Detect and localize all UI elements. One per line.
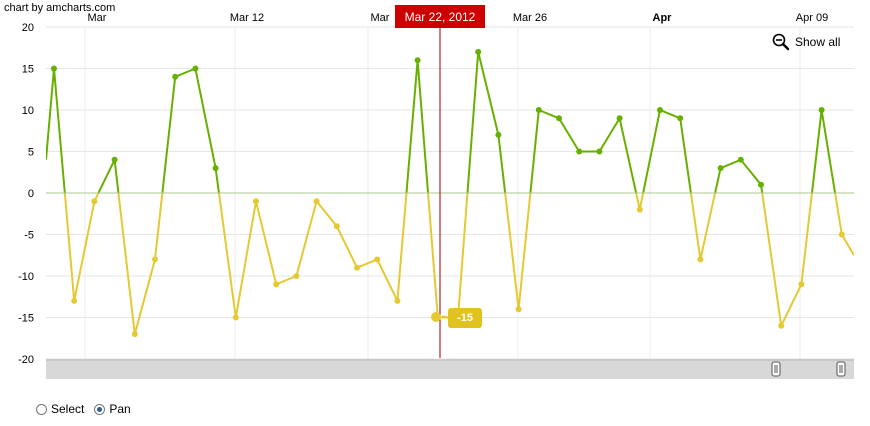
data-point[interactable] (71, 297, 78, 304)
data-point[interactable] (394, 297, 401, 304)
data-point[interactable] (313, 198, 320, 205)
data-point[interactable] (212, 165, 219, 172)
show-all-button[interactable]: Show all (772, 32, 840, 52)
select-mode-option[interactable]: Select (36, 402, 94, 416)
data-point[interactable] (495, 131, 502, 138)
data-points (51, 48, 845, 338)
data-point[interactable] (172, 73, 179, 80)
series-line-positive (46, 51, 837, 193)
y-tick-label: -10 (18, 271, 34, 283)
data-point[interactable] (152, 256, 158, 263)
x-tick-label: Apr 09 (796, 12, 828, 24)
data-point[interactable] (636, 206, 643, 213)
pan-radio[interactable] (94, 403, 106, 415)
data-point[interactable] (838, 231, 845, 238)
scrollbar-track[interactable] (46, 359, 854, 379)
balloon-pointer (441, 315, 449, 318)
show-all-label: Show all (795, 35, 841, 49)
select-radio[interactable] (36, 403, 47, 415)
data-point[interactable] (192, 65, 199, 72)
data-point[interactable] (273, 281, 280, 288)
data-point[interactable] (778, 322, 785, 329)
mode-selector: Select Pan (36, 402, 141, 416)
y-tick-label: -5 (24, 230, 34, 242)
data-point[interactable] (131, 331, 138, 338)
data-point[interactable] (758, 181, 764, 188)
data-point[interactable] (51, 65, 57, 72)
data-point[interactable] (556, 115, 562, 122)
data-point[interactable] (333, 223, 340, 230)
series-line-negative (63, 193, 854, 335)
x-axis: Mar Mar 12 Mar Mar 26 Apr Apr 09 (88, 12, 829, 24)
pan-mode-option[interactable]: Pan (94, 402, 140, 416)
data-point[interactable] (232, 314, 239, 321)
x-tick-label: Mar (88, 12, 107, 24)
data-point[interactable] (657, 107, 663, 113)
x-tick-label: Mar 12 (230, 12, 264, 24)
data-point[interactable] (677, 115, 684, 122)
data-point[interactable] (737, 156, 744, 163)
x-tick-label: Mar (371, 12, 390, 24)
x-tick-label: Mar 26 (513, 12, 547, 24)
scrollbar-grip-left[interactable] (771, 361, 781, 377)
y-tick-label: -20 (18, 354, 34, 366)
data-point[interactable] (111, 156, 118, 163)
data-point[interactable] (475, 48, 482, 55)
data-point[interactable] (293, 273, 300, 279)
data-point[interactable] (374, 256, 381, 263)
data-point[interactable] (576, 148, 583, 155)
pan-label: Pan (109, 402, 131, 416)
data-point[interactable] (798, 281, 805, 288)
data-point[interactable] (616, 115, 623, 122)
scrollbar-edge (46, 359, 854, 361)
y-tick-label: 15 (22, 64, 34, 76)
data-point[interactable] (414, 57, 421, 64)
data-point[interactable] (697, 256, 704, 263)
y-tick-label: 5 (28, 147, 34, 159)
cursor-highlight-point (431, 312, 441, 322)
data-point[interactable] (535, 107, 542, 113)
y-axis: 20 15 10 5 0 -5 -10 -15 -20 (18, 22, 34, 366)
data-point[interactable] (91, 198, 98, 205)
x-tick-label: Apr (653, 12, 673, 24)
select-label: Select (51, 402, 85, 416)
data-point[interactable] (717, 165, 724, 172)
scrollbar-grip-right[interactable] (836, 361, 846, 377)
y-tick-label: 10 (22, 105, 34, 117)
data-point[interactable] (596, 148, 603, 155)
chart-credit[interactable]: chart by amcharts.com (4, 2, 116, 14)
cursor-date-label: Mar 22, 2012 (395, 5, 485, 28)
value-balloon: -15 (448, 308, 482, 328)
data-point[interactable] (253, 198, 259, 205)
data-point[interactable] (818, 107, 825, 113)
y-tick-label: 0 (28, 188, 34, 200)
zoom-out-icon (772, 33, 790, 51)
y-tick-label: -15 (18, 313, 34, 325)
y-tick-label: 20 (22, 22, 34, 34)
data-point[interactable] (354, 264, 360, 271)
data-point[interactable] (515, 306, 522, 313)
